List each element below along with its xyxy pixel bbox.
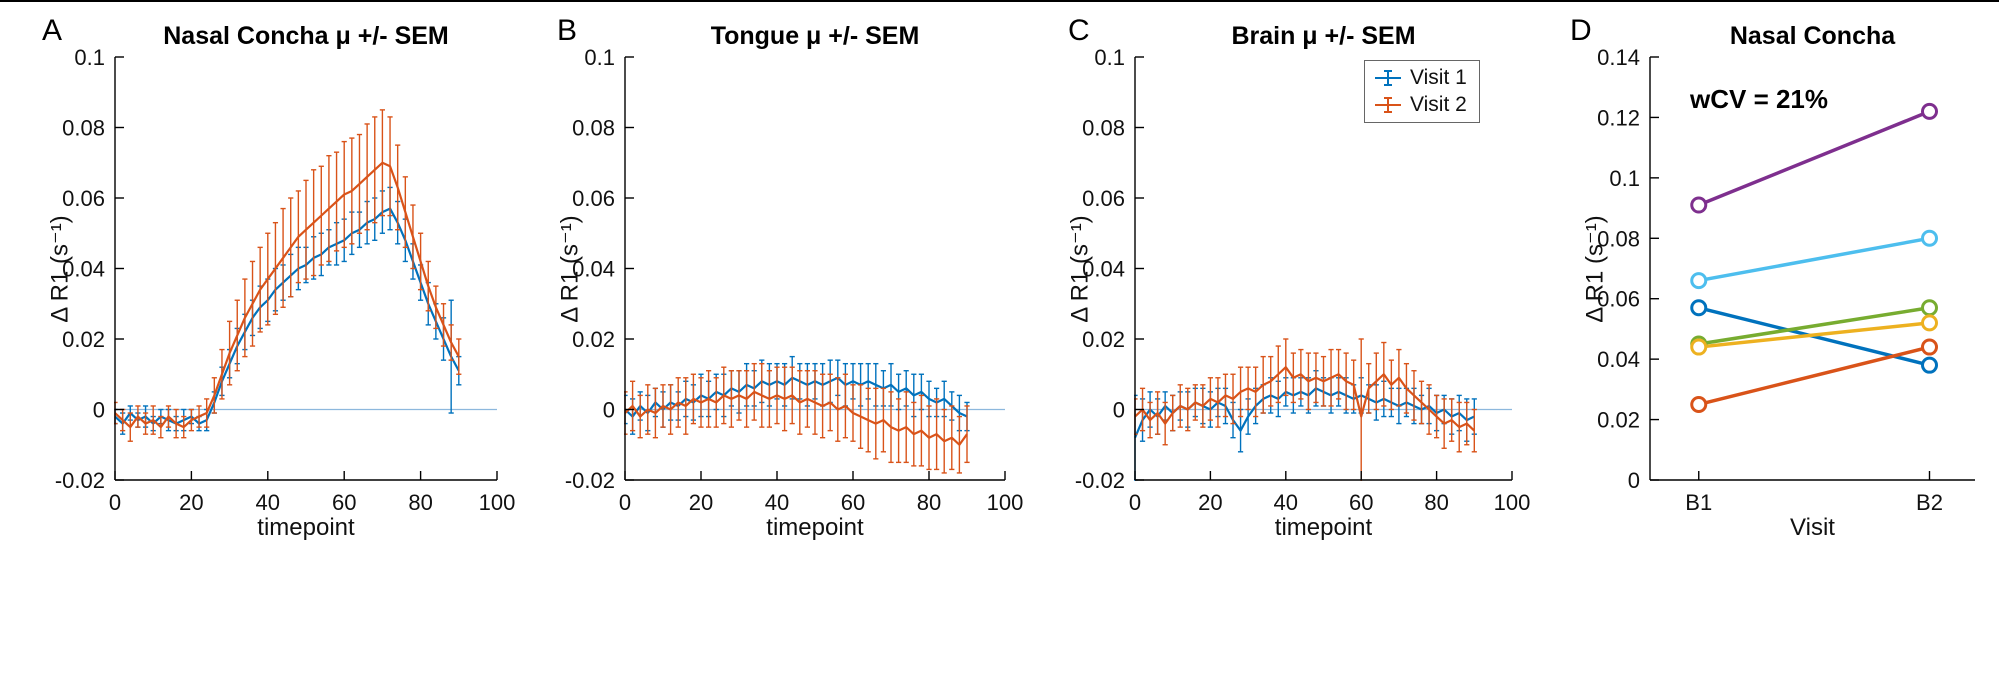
panel-nasal-concha-repeatability: D Nasal Concha Δ R1 (s⁻¹) 0 0.02 0.04 0.06 0…	[1545, 2, 1999, 697]
svg-text:0.1: 0.1	[74, 45, 105, 70]
svg-text:0.1: 0.1	[1094, 45, 1125, 70]
svg-text:0.1: 0.1	[1609, 166, 1640, 191]
panel-title: Nasal Concha μ +/- SEM	[163, 22, 449, 50]
svg-text:40: 40	[256, 490, 280, 515]
svg-text:40: 40	[1274, 490, 1298, 515]
legend: Visit 1 Visit 2	[1364, 60, 1480, 123]
svg-text:0.04: 0.04	[572, 257, 615, 282]
panel-brain-timecourse: C Brain μ +/- SEM Δ R1 (s⁻¹) -0.02 0 0.02 0…	[1030, 2, 1545, 697]
x-axis-label: timepoint	[766, 514, 864, 541]
svg-text:100: 100	[987, 490, 1024, 515]
panel-letter: B	[557, 14, 578, 47]
errorbar-swatch-icon	[1373, 96, 1403, 114]
panel-letter: C	[1068, 14, 1090, 47]
svg-text:20: 20	[1198, 490, 1222, 515]
svg-text:40: 40	[765, 490, 789, 515]
svg-text:0: 0	[93, 398, 105, 423]
panel-nasal-concha-timecourse: A Nasal Concha μ +/- SEM Δ R1 (s⁻¹) -0.0…	[0, 2, 515, 697]
svg-text:-0.02: -0.02	[55, 468, 105, 493]
svg-text:0.02: 0.02	[1082, 327, 1125, 352]
svg-text:80: 80	[408, 490, 432, 515]
panel-title: Tongue μ +/- SEM	[710, 22, 920, 50]
svg-text:B2: B2	[1916, 490, 1943, 515]
svg-text:0: 0	[1628, 468, 1640, 493]
legend-item: Visit 1	[1373, 66, 1467, 90]
panel-tongue-timecourse: B Tongue μ +/- SEM Δ R1 (s⁻¹) -0.02 0 0.02…	[515, 2, 1030, 697]
svg-text:0.06: 0.06	[572, 186, 615, 211]
x-axis-label: Visit	[1790, 514, 1835, 541]
svg-text:0.06: 0.06	[1597, 287, 1640, 312]
panel-letter: D	[1570, 14, 1592, 47]
panel-title: Brain μ +/- SEM	[1231, 22, 1416, 50]
svg-text:-0.02: -0.02	[565, 468, 615, 493]
svg-text:60: 60	[1349, 490, 1373, 515]
svg-text:80: 80	[917, 490, 941, 515]
svg-text:0.1: 0.1	[584, 45, 615, 70]
svg-text:0.04: 0.04	[1082, 257, 1125, 282]
svg-text:0.02: 0.02	[572, 327, 615, 352]
svg-text:100: 100	[479, 490, 515, 515]
panel-letter: A	[42, 14, 63, 47]
wcv-annotation: wCV = 21%	[1690, 84, 1829, 114]
svg-text:20: 20	[689, 490, 713, 515]
svg-text:100: 100	[1494, 490, 1531, 515]
panel-title: Nasal Concha	[1729, 22, 1896, 50]
x-axis-label: timepoint	[1274, 514, 1373, 541]
svg-text:20: 20	[179, 490, 203, 515]
svg-text:0.02: 0.02	[62, 327, 105, 352]
svg-text:0.14: 0.14	[1597, 45, 1640, 70]
svg-text:80: 80	[1424, 490, 1448, 515]
svg-text:0: 0	[1129, 490, 1141, 515]
svg-text:0: 0	[1113, 398, 1125, 423]
x-axis-label: timepoint	[257, 514, 355, 541]
svg-text:0.04: 0.04	[62, 257, 105, 282]
svg-text:60: 60	[332, 490, 356, 515]
svg-text:0.08: 0.08	[572, 116, 615, 141]
svg-text:B1: B1	[1685, 490, 1712, 515]
svg-text:0.12: 0.12	[1597, 105, 1640, 130]
legend-item: Visit 2	[1373, 93, 1467, 117]
svg-text:-0.02: -0.02	[1075, 468, 1125, 493]
svg-text:0.02: 0.02	[1597, 408, 1640, 433]
svg-text:0.04: 0.04	[1597, 347, 1640, 372]
svg-text:0: 0	[619, 490, 631, 515]
legend-label: Visit 2	[1410, 93, 1467, 116]
svg-text:0: 0	[109, 490, 121, 515]
svg-text:0.08: 0.08	[62, 116, 105, 141]
svg-text:0.06: 0.06	[1082, 186, 1125, 211]
legend-label: Visit 1	[1410, 66, 1467, 89]
svg-text:0: 0	[603, 398, 615, 423]
repeatability-plot-area: 0 0.02 0.04 0.06 0.08 0.1 0.12 0.14 B1 B2	[1597, 45, 1975, 515]
svg-text:60: 60	[841, 490, 865, 515]
errorbar-swatch-icon	[1373, 69, 1403, 87]
svg-text:0.08: 0.08	[1082, 116, 1125, 141]
svg-text:0.08: 0.08	[1597, 226, 1640, 251]
svg-text:0.06: 0.06	[62, 186, 105, 211]
